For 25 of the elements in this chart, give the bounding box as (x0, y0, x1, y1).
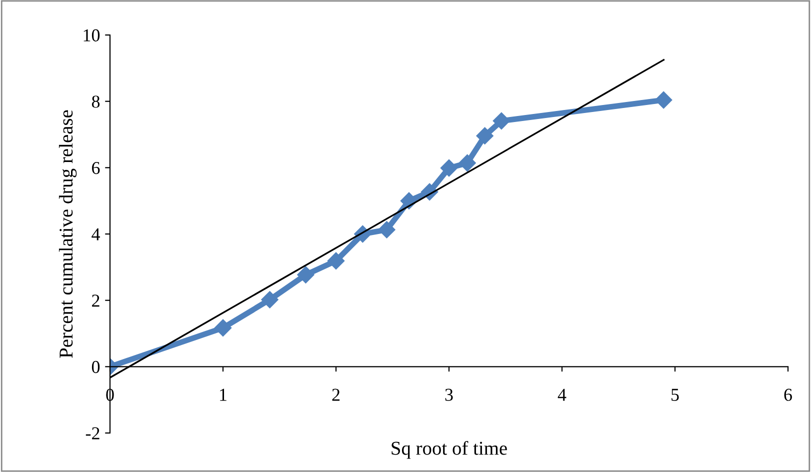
point (458, 154, 476, 172)
point (261, 291, 278, 308)
x-tick-label: 3 (445, 388, 453, 401)
x-tick-label: 5 (672, 388, 679, 401)
y-tick-label: 0 (92, 360, 100, 374)
point (297, 266, 314, 284)
point (440, 159, 458, 177)
y-tick-label: 10 (84, 29, 100, 42)
y-tick-label: 6 (92, 162, 100, 174)
point (492, 112, 510, 130)
point (476, 127, 494, 144)
x-tick-label: 4 (558, 388, 566, 401)
x-axis-title: Sq root of time (392, 440, 507, 459)
y-tick-label: -2 (86, 427, 100, 440)
point (655, 91, 672, 109)
y-tick-label: 4 (92, 228, 100, 240)
y-tick-label: 8 (92, 96, 100, 108)
y-axis-title: Percent cumulative drug release (58, 110, 77, 358)
x-tick-label: 6 (784, 388, 792, 401)
point (214, 319, 232, 336)
point (327, 252, 345, 270)
point (378, 221, 396, 238)
y-tick-label: 2 (92, 294, 100, 307)
x-tick-label: 2 (332, 388, 340, 401)
x-tick-label: 1 (220, 388, 226, 401)
